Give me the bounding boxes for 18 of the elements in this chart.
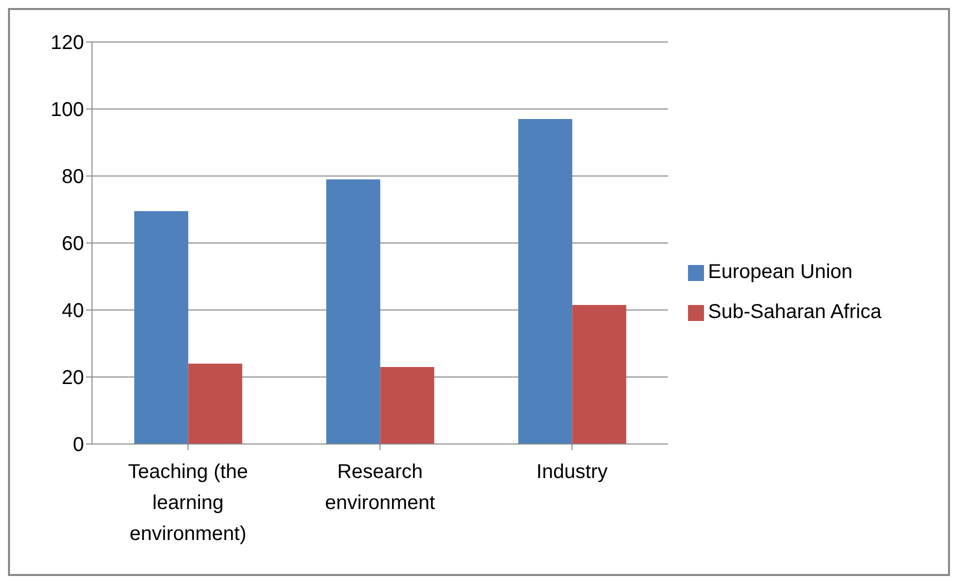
y-tick-label: 20 xyxy=(62,367,84,390)
x-tick-label: Teaching (the learning environment) xyxy=(128,461,248,545)
bar xyxy=(188,364,242,444)
x-tick-label: Industry xyxy=(536,461,608,483)
bar xyxy=(518,119,572,444)
y-tick-label: 80 xyxy=(62,166,84,188)
y-tick-label: 120 xyxy=(50,32,84,54)
legend-label: European Union xyxy=(708,261,853,283)
bar xyxy=(326,179,380,444)
y-tick-label: 0 xyxy=(72,434,84,456)
bar xyxy=(134,211,188,444)
x-tick-label: Research environment xyxy=(324,461,436,514)
y-tick-label: 100 xyxy=(50,99,84,122)
bar xyxy=(572,304,626,444)
y-tick-label: 40 xyxy=(62,300,84,322)
legend-label: Sub-Saharan Africa xyxy=(708,301,882,323)
bar xyxy=(380,366,434,444)
y-tick-label: 60 xyxy=(62,233,84,256)
